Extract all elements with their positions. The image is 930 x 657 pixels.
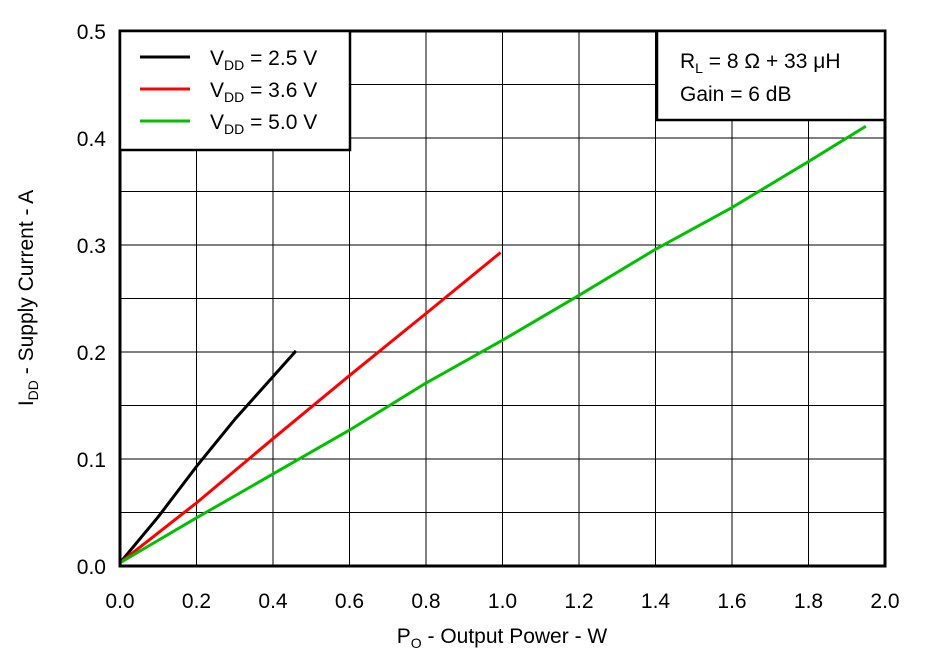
annotation-load: RL = 8 Ω + 33 μH [680,50,841,76]
x-tick-label: 1.8 [794,590,823,613]
series-lines [118,124,867,565]
x-tick-label: 0.4 [258,590,288,613]
series-line-2 [119,251,502,564]
x-tick-label: 0.8 [411,590,440,613]
legend-label: VDD = 5.0 V [210,111,317,137]
x-tick-label: 1.4 [641,590,671,613]
x-tick-label: 2.0 [870,590,899,613]
x-tick-label: 1.0 [488,590,517,613]
x-tick-label: 0.0 [105,590,134,613]
y-tick-label: 0.2 [77,342,106,365]
x-tick-label: 0.6 [335,590,364,613]
plot-frame [118,29,887,568]
x-tick-label: 1.2 [564,590,593,613]
annotation-frame [655,29,887,122]
y-tick-label: 0.4 [77,128,107,151]
annotation-gain: Gain = 6 dB [680,83,792,106]
y-tick-label: 0.0 [77,556,106,579]
y-tick-label: 0.5 [77,21,106,44]
series-line-3 [119,124,867,565]
legend-label: VDD = 3.6 V [210,79,317,105]
annotation-box: RL = 8 Ω + 33 μH Gain = 6 dB [655,29,887,122]
series-line-1 [118,349,298,564]
y-tick-label: 0.3 [77,235,106,258]
tick-labels: 0.0 0.2 0.4 0.6 0.8 1.0 1.2 1.4 1.6 1.8 2.0 0.0 0.1 0… [77,21,900,613]
legend-label: VDD = 2.5 V [210,47,317,73]
legend: VDD = 2.5 V VDD = 3.6 V VDD = 5.0 V [118,29,352,152]
x-tick-label: 0.2 [182,590,211,613]
x-tick-label: 1.6 [717,590,746,613]
y-tick-label: 0.1 [77,449,106,472]
y-axis-label: IDD - Supply Current - A [15,190,41,406]
x-axis-label: PO - Output Power - W [397,625,608,651]
